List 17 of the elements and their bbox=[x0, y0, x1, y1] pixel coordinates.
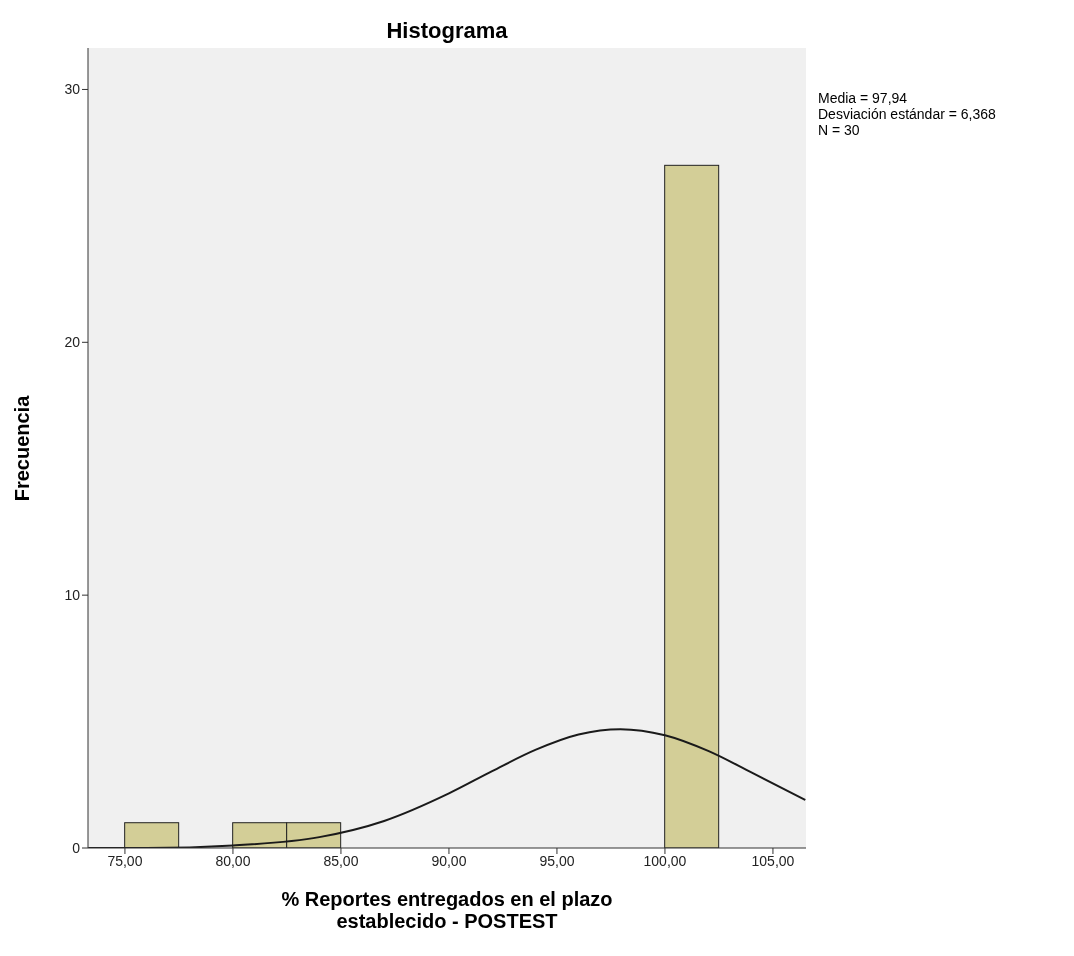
x-tick-label: 85,00 bbox=[323, 852, 359, 869]
x-tick-label: 100,00 bbox=[643, 852, 687, 869]
y-tick-label: 20 bbox=[64, 334, 81, 351]
x-axis-title: % Reportes entregados en el plazo establecido - POSTEST bbox=[280, 888, 614, 932]
y-axis-title: Frecuencia bbox=[11, 395, 35, 501]
text: N = 30 bbox=[818, 122, 861, 138]
chart-title: Histograma bbox=[385, 18, 509, 44]
text: Media = 97,94 bbox=[818, 90, 909, 106]
x-tick-label: 105,00 bbox=[751, 852, 795, 869]
y-tick-label: 10 bbox=[64, 587, 81, 604]
y-tick-label: 30 bbox=[64, 81, 81, 98]
x-tick-label: 95,00 bbox=[539, 852, 575, 869]
x-tick-label: 80,00 bbox=[215, 852, 251, 869]
x-tick-label: 90,00 bbox=[431, 852, 467, 869]
x-tick-label: 75,00 bbox=[107, 852, 143, 869]
y-tick-label: 0 bbox=[72, 839, 81, 856]
text: Desviación estándar = 6,368 bbox=[818, 106, 996, 122]
